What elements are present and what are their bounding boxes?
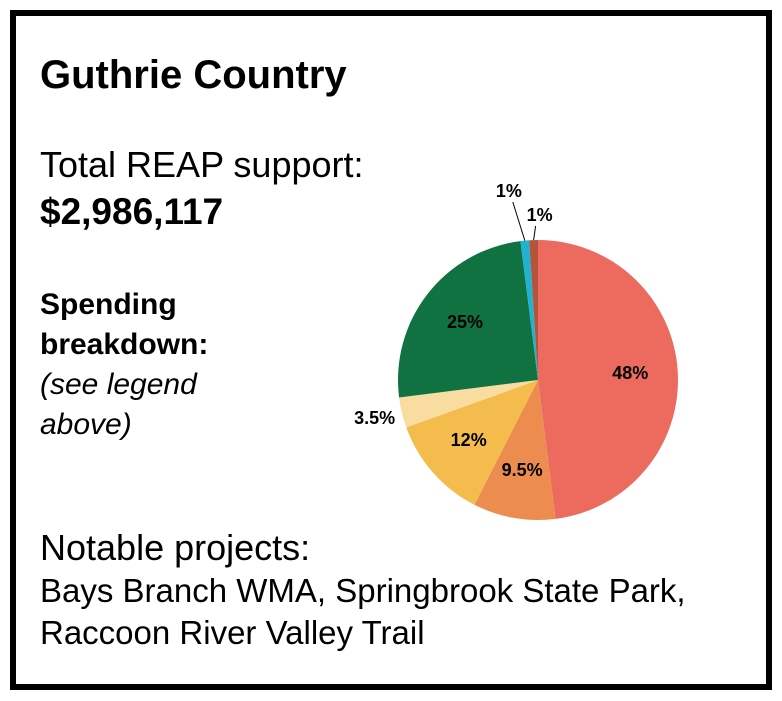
pie-slice (520, 240, 538, 380)
slice-label: 9.5% (502, 460, 543, 480)
pie-slice (398, 241, 538, 398)
slice-label: 1% (496, 181, 522, 201)
pie-slice (399, 380, 538, 428)
slice-label: 25% (447, 312, 483, 332)
breakdown-label: Spending breakdown: (40, 288, 209, 361)
slice-label: 12% (451, 430, 487, 450)
leader-line (512, 201, 526, 241)
projects-text: Bays Branch WMA, Springbrook State Park,… (40, 572, 686, 651)
title: Guthrie Country (40, 53, 347, 97)
card (10, 10, 772, 690)
slice-label: 1% (527, 205, 553, 225)
breakdown-note: (see legend above) (40, 368, 197, 441)
projects-label: Notable projects: (40, 527, 311, 568)
pie-slice (538, 240, 679, 519)
pie-slice (406, 380, 538, 505)
pie-slice (474, 380, 556, 520)
leader-line (533, 225, 537, 241)
support-amount: $2,986,117 (40, 191, 224, 232)
slice-label: 48% (612, 363, 648, 383)
pie-slice (529, 240, 538, 380)
support-label: Total REAP support: (40, 144, 364, 185)
slice-label: 3.5% (354, 408, 395, 428)
